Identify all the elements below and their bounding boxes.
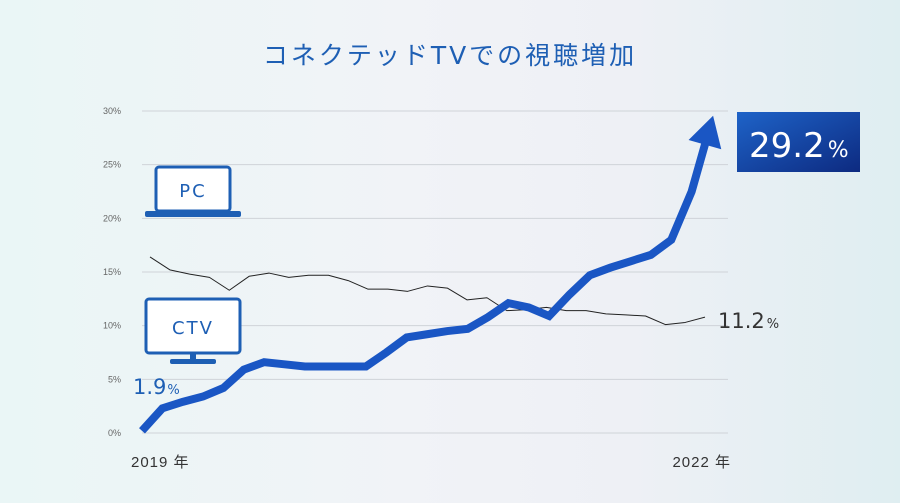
- x-start-label: 2019 年: [131, 454, 190, 471]
- y-tick-label: 15%: [103, 267, 121, 277]
- legend-pc-label: PC: [179, 181, 206, 202]
- pc-end-value-label: 11.2%: [718, 309, 779, 333]
- y-tick-label: 5%: [108, 374, 121, 384]
- series-arrowhead-ctv: [688, 115, 722, 150]
- chart-title: コネクテッドTVでの視聴増加: [262, 41, 638, 70]
- ctv-start-value-label: 1.9%: [133, 375, 180, 399]
- ctv-end-value-label: 29.2%: [749, 126, 849, 166]
- y-tick-label: 25%: [103, 160, 121, 170]
- y-tick-label: 0%: [108, 428, 121, 438]
- x-end-label: 2022 年: [672, 454, 731, 471]
- y-tick-label: 30%: [103, 106, 121, 116]
- series-line-pc: [149, 256, 706, 326]
- series-line-ctv: [139, 141, 710, 434]
- y-tick-label: 20%: [103, 213, 121, 223]
- pc-laptop-icon: [145, 165, 241, 217]
- ctv-end-value-box: [737, 112, 860, 172]
- legend-ctv-label: CTV: [172, 318, 214, 339]
- y-tick-label: 10%: [103, 321, 121, 331]
- ctv-monitor-icon: [144, 297, 242, 364]
